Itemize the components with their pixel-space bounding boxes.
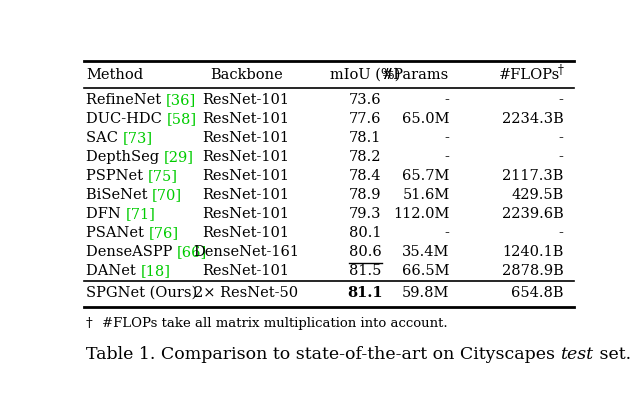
- Text: test: test: [561, 346, 593, 363]
- Text: 81.1: 81.1: [348, 286, 383, 300]
- Text: 77.6: 77.6: [349, 112, 381, 126]
- Text: -: -: [445, 150, 449, 164]
- Text: 429.5B: 429.5B: [511, 188, 564, 202]
- Text: [66]: [66]: [177, 245, 207, 259]
- Text: -: -: [559, 131, 564, 145]
- Text: 66.5M: 66.5M: [402, 264, 449, 278]
- Text: PSANet: PSANet: [86, 226, 148, 240]
- Text: 81.5: 81.5: [349, 264, 381, 278]
- Text: 79.3: 79.3: [349, 207, 381, 221]
- Text: 80.6: 80.6: [349, 245, 381, 259]
- Text: ResNet-101: ResNet-101: [203, 112, 290, 126]
- Text: 65.7M: 65.7M: [402, 169, 449, 183]
- Text: #FLOPs: #FLOPs: [499, 68, 559, 82]
- Text: DANet: DANet: [86, 264, 140, 278]
- Text: [73]: [73]: [123, 131, 153, 145]
- Text: 654.8B: 654.8B: [511, 286, 564, 300]
- Text: 78.4: 78.4: [349, 169, 381, 183]
- Text: 2239.6B: 2239.6B: [502, 207, 564, 221]
- Text: [70]: [70]: [152, 188, 182, 202]
- Text: -: -: [445, 93, 449, 107]
- Text: -: -: [559, 150, 564, 164]
- Text: [29]: [29]: [164, 150, 194, 164]
- Text: BiSeNet: BiSeNet: [86, 188, 152, 202]
- Text: Table 1. Comparison to state-of-the-art on Cityscapes: Table 1. Comparison to state-of-the-art …: [86, 346, 561, 363]
- Text: DenseASPP: DenseASPP: [86, 245, 177, 259]
- Text: †: †: [86, 317, 93, 330]
- Text: -: -: [445, 131, 449, 145]
- Text: ResNet-101: ResNet-101: [203, 150, 290, 164]
- Text: DFN: DFN: [86, 207, 125, 221]
- Text: 1240.1B: 1240.1B: [502, 245, 564, 259]
- Text: ResNet-101: ResNet-101: [203, 131, 290, 145]
- Text: 35.4M: 35.4M: [402, 245, 449, 259]
- Text: SPGNet (Ours): SPGNet (Ours): [86, 286, 197, 300]
- Text: 78.9: 78.9: [349, 188, 381, 202]
- Text: 65.0M: 65.0M: [402, 112, 449, 126]
- Text: 80.1: 80.1: [349, 226, 381, 240]
- Text: SAC: SAC: [86, 131, 123, 145]
- Text: #FLOPs take all matrix multiplication into account.: #FLOPs take all matrix multiplication in…: [102, 317, 448, 330]
- Text: DepthSeg: DepthSeg: [86, 150, 164, 164]
- Text: ResNet-101: ResNet-101: [203, 264, 290, 278]
- Text: Method: Method: [86, 68, 143, 82]
- Text: 2117.3B: 2117.3B: [502, 169, 564, 183]
- Text: 78.2: 78.2: [349, 150, 381, 164]
- Text: 59.8M: 59.8M: [402, 286, 449, 300]
- Text: 73.6: 73.6: [349, 93, 381, 107]
- Text: set.: set.: [593, 346, 630, 363]
- Text: ResNet-101: ResNet-101: [203, 188, 290, 202]
- Text: ResNet-101: ResNet-101: [203, 207, 290, 221]
- Text: [58]: [58]: [166, 112, 196, 126]
- Text: DUC-HDC: DUC-HDC: [86, 112, 166, 126]
- Text: -: -: [445, 226, 449, 240]
- Text: 78.1: 78.1: [349, 131, 381, 145]
- Text: RefineNet: RefineNet: [86, 93, 166, 107]
- Text: [75]: [75]: [148, 169, 177, 183]
- Text: #Params: #Params: [382, 68, 449, 82]
- Text: 51.6M: 51.6M: [403, 188, 449, 202]
- Text: -: -: [559, 93, 564, 107]
- Text: †: †: [557, 64, 564, 77]
- Text: ResNet-101: ResNet-101: [203, 226, 290, 240]
- Text: [71]: [71]: [125, 207, 156, 221]
- Text: mIoU (%): mIoU (%): [330, 68, 401, 82]
- Text: PSPNet: PSPNet: [86, 169, 148, 183]
- Text: Backbone: Backbone: [210, 68, 282, 82]
- Text: 2234.3B: 2234.3B: [502, 112, 564, 126]
- Text: 2878.9B: 2878.9B: [502, 264, 564, 278]
- Text: DenseNet-161: DenseNet-161: [193, 245, 299, 259]
- Text: 2× ResNet-50: 2× ResNet-50: [194, 286, 298, 300]
- Text: [18]: [18]: [140, 264, 170, 278]
- Text: [36]: [36]: [166, 93, 196, 107]
- Text: -: -: [559, 226, 564, 240]
- Text: ResNet-101: ResNet-101: [203, 169, 290, 183]
- Text: [76]: [76]: [148, 226, 179, 240]
- Text: ResNet-101: ResNet-101: [203, 93, 290, 107]
- Text: 112.0M: 112.0M: [393, 207, 449, 221]
